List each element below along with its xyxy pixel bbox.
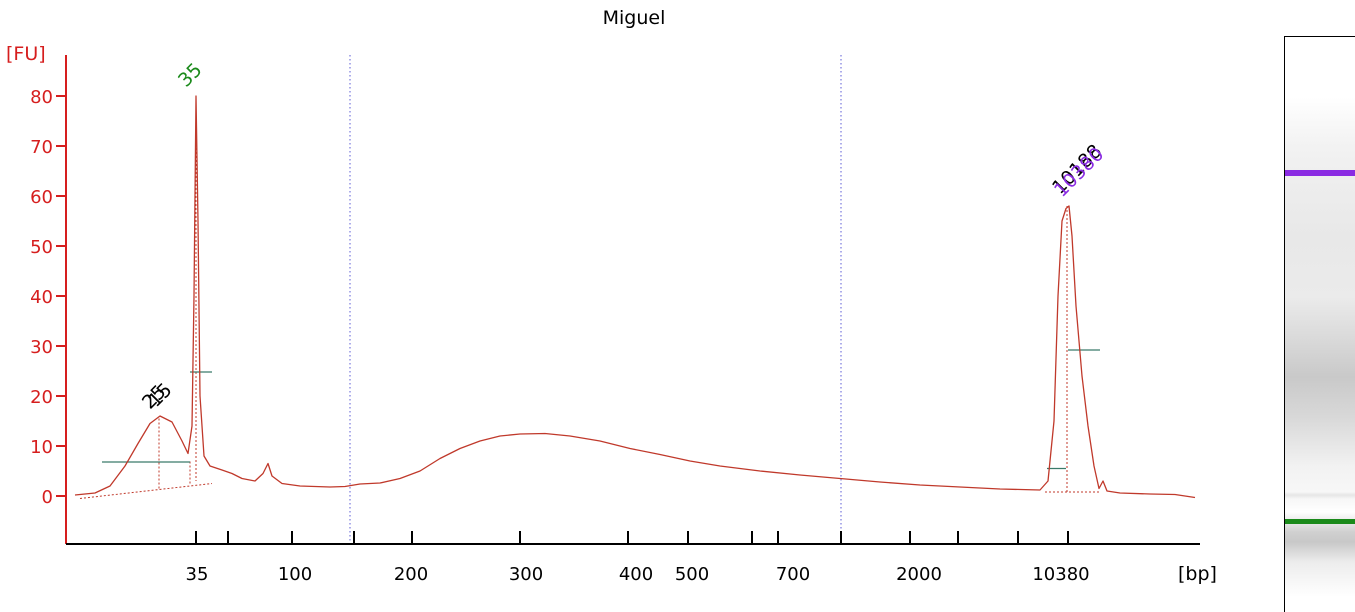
peak-label: 35 xyxy=(174,59,207,92)
gel-image-panel xyxy=(1284,36,1355,612)
series-line xyxy=(74,95,1196,499)
x-axis-label: [bp] xyxy=(1178,563,1217,585)
y-tick-label: 10 xyxy=(30,437,53,458)
gel-band-lower-marker xyxy=(1285,519,1355,524)
x-tick-label: 500 xyxy=(675,564,709,585)
x-tick-label: 200 xyxy=(394,564,428,585)
x-tick-label: 10380 xyxy=(1032,564,1089,585)
gel-band-upper-marker xyxy=(1285,170,1355,176)
y-tick-label: 70 xyxy=(30,137,53,158)
y-tick-label: 20 xyxy=(30,387,53,408)
chart-title: Miguel xyxy=(603,7,666,29)
y-tick-label: 60 xyxy=(30,187,53,208)
y-axis: 0 10 20 30 40 50 60 70 80 xyxy=(30,55,67,544)
y-tick-label: 30 xyxy=(30,337,53,358)
baseline-markers xyxy=(79,96,1100,499)
x-tick-label: 2000 xyxy=(896,564,942,585)
y-tick-label: 50 xyxy=(30,237,53,258)
y-tick-label: 80 xyxy=(30,87,53,108)
x-tick-label: 35 xyxy=(186,564,209,585)
x-tick-label: 300 xyxy=(509,564,543,585)
x-tick-label: 700 xyxy=(776,564,810,585)
x-axis: 35 100 200 300 400 500 700 2000 10380 xyxy=(66,531,1200,585)
series-layer xyxy=(74,95,1196,499)
y-tick-label: 0 xyxy=(42,487,53,508)
region-markers xyxy=(349,55,842,544)
y-tick-label: 40 xyxy=(30,287,53,308)
y-axis-label: [FU] xyxy=(6,43,46,65)
gel-lane xyxy=(1285,37,1355,612)
x-tick-label: 400 xyxy=(619,564,653,585)
x-tick-label: 100 xyxy=(278,564,312,585)
